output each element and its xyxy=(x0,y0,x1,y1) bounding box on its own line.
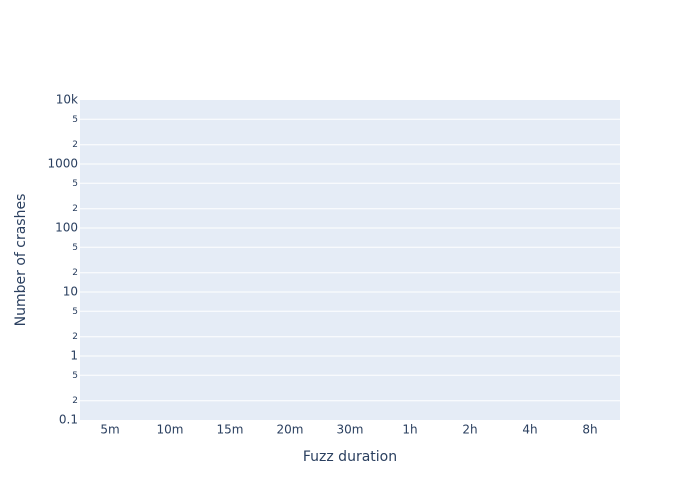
x-tick-label: 2h xyxy=(462,423,477,437)
y-tick-label: 0.1 xyxy=(59,413,78,427)
y-tick-minor-label: 2 xyxy=(72,140,78,150)
y-tick-label: 1 xyxy=(70,349,78,363)
x-tick-label: 4h xyxy=(522,423,537,437)
y-tick-minor-label: 5 xyxy=(72,243,78,253)
y-tick-minor-label: 5 xyxy=(72,115,78,125)
x-tick-label: 5m xyxy=(100,423,119,437)
x-tick-label: 15m xyxy=(217,423,244,437)
x-tick-label: 8h xyxy=(582,423,597,437)
x-axis-title: Fuzz duration xyxy=(303,449,397,465)
y-tick-minor-label: 2 xyxy=(72,204,78,214)
x-tick-label: 1h xyxy=(402,423,417,437)
plot-area xyxy=(80,100,620,420)
x-tick-label: 10m xyxy=(157,423,184,437)
y-tick-label: 100 xyxy=(55,221,78,235)
y-tick-label: 1000 xyxy=(47,157,78,171)
y-tick-minor-label: 5 xyxy=(72,179,78,189)
y-tick-minor-label: 5 xyxy=(72,307,78,317)
y-tick-minor-label: 5 xyxy=(72,371,78,381)
gridlines xyxy=(80,118,620,402)
x-tick-label: 30m xyxy=(337,423,364,437)
y-tick-label: 10 xyxy=(63,285,78,299)
x-tick-label: 20m xyxy=(277,423,304,437)
y-tick-minor-label: 2 xyxy=(72,268,78,278)
y-tick-label: 10k xyxy=(56,93,78,107)
y-axis-ticks: 0.1 1 10 100 1000 10k 2 5 2 5 2 5 2 5 2 5 xyxy=(47,93,78,427)
y-tick-minor-label: 2 xyxy=(72,332,78,342)
x-axis-ticks: 5m 10m 15m 20m 30m 1h 2h 4h 8h xyxy=(100,423,597,437)
y-tick-minor-label: 2 xyxy=(72,396,78,406)
y-axis-title: Number of crashes xyxy=(13,194,29,327)
